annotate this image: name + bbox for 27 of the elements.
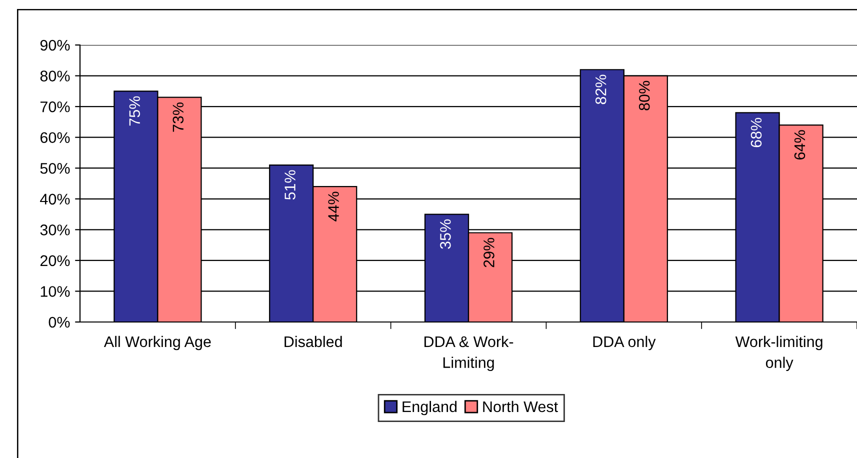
y-tick-label: 90% [40, 40, 70, 51]
x-tick-label: DDA only [593, 336, 656, 350]
data-label: 35% [440, 219, 451, 249]
y-tick-label: 80% [40, 70, 70, 82]
y-tick-label: 10% [40, 286, 70, 297]
data-label: 68% [750, 118, 762, 148]
data-label: 51% [284, 170, 296, 200]
legend-label: England [402, 400, 457, 416]
x-tick-label: Disabled [284, 336, 342, 348]
data-label: 75% [129, 96, 140, 126]
data-label: 64% [794, 130, 806, 160]
x-tick-label: Work-limiting only [735, 336, 822, 372]
y-tick-label: 50% [40, 162, 70, 174]
data-label: 29% [484, 238, 494, 268]
y-tick-label: 20% [40, 255, 70, 266]
x-tick-label: DDA & Work-Limiting [424, 336, 514, 372]
y-tick-label: 40% [40, 194, 70, 205]
data-label: 44% [328, 192, 339, 222]
y-tick-label: 70% [40, 101, 70, 112]
data-label: 82% [595, 74, 606, 104]
y-tick-label: 60% [40, 132, 70, 144]
x-tick-label: All Working Age [104, 336, 211, 350]
legend-label: North West [483, 400, 558, 412]
data-label: 73% [172, 102, 184, 132]
y-tick-label: 30% [40, 224, 70, 236]
y-tick-label: 0% [48, 316, 70, 328]
data-label: 80% [638, 80, 650, 110]
